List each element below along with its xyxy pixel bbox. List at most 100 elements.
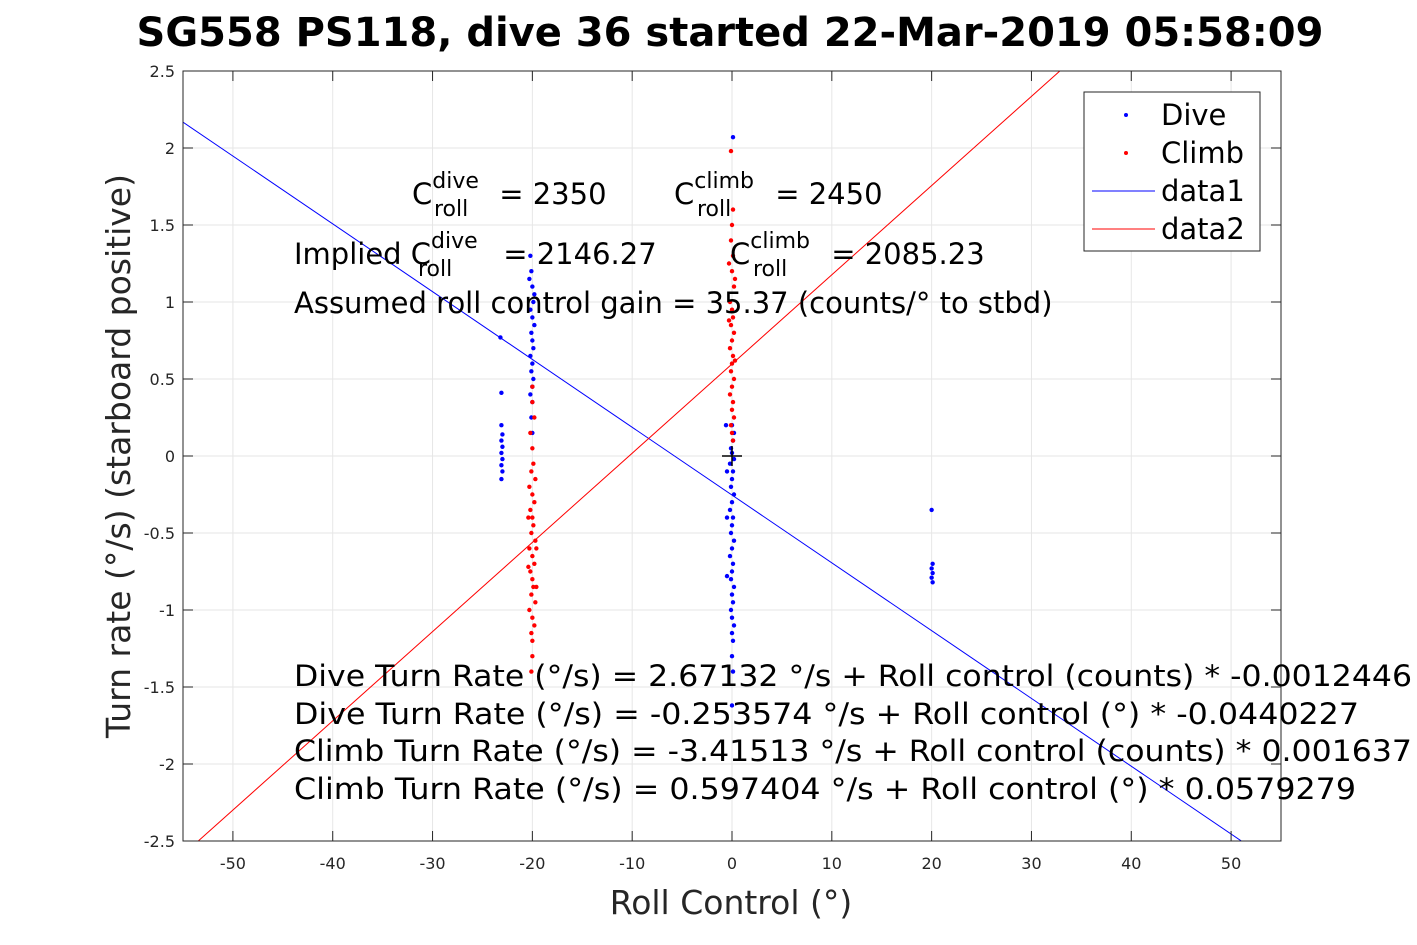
climb-point <box>726 318 732 323</box>
dive-point <box>728 607 734 613</box>
climb-point <box>729 407 735 412</box>
climb-point <box>527 546 532 551</box>
climb-point <box>532 500 537 505</box>
climb-point <box>730 207 736 212</box>
climb-point <box>533 538 538 543</box>
climb-point <box>731 284 737 289</box>
climb-point <box>529 530 534 536</box>
dive-point <box>499 438 504 443</box>
climb-point <box>530 654 535 659</box>
y-tick-label: 2 <box>165 139 175 158</box>
legend-marker-climb <box>1124 151 1128 155</box>
dive-point <box>499 476 504 482</box>
annotation-implied-climb: Cclimb roll = 2085.23 <box>730 229 985 282</box>
climb-point <box>532 561 537 566</box>
climb-point <box>531 523 536 528</box>
legend-box <box>1083 91 1261 252</box>
dive-point <box>723 423 729 428</box>
y-tick-label: 1.5 <box>150 216 175 235</box>
x-tick-label: -30 <box>419 854 445 873</box>
climb-point <box>731 376 737 382</box>
climb-point <box>729 384 735 389</box>
legend-label-data1: data1 <box>1161 174 1245 208</box>
fit-line-data2 <box>197 71 1061 841</box>
dive-point <box>727 553 733 559</box>
x-tick-label: -50 <box>220 854 246 873</box>
dive-point <box>930 561 935 566</box>
dive-point <box>729 500 735 505</box>
climb-point <box>532 415 537 420</box>
climb-point <box>530 577 535 582</box>
dive-point <box>729 592 735 597</box>
dive-point <box>531 346 536 351</box>
dive-point <box>531 299 536 305</box>
dive-point <box>500 469 505 474</box>
fit-line-data1 <box>183 121 1243 841</box>
dive-point <box>728 577 734 582</box>
climb-point <box>526 564 531 570</box>
climb-point <box>528 507 533 513</box>
dive-point <box>499 390 504 396</box>
dive-point <box>730 669 736 674</box>
dive-point <box>730 638 736 643</box>
climb-point <box>729 307 735 312</box>
climb-point <box>526 515 531 520</box>
dive-point <box>731 584 737 590</box>
climb-point <box>727 392 733 397</box>
climb-point <box>530 399 535 405</box>
dive-point <box>729 630 735 636</box>
climb-point <box>530 553 535 559</box>
dive-point <box>529 369 534 374</box>
annotation-equation-3: Climb Turn Rate (°/s) = -3.41513 °/s + R… <box>294 734 1412 768</box>
dive-point <box>729 703 735 708</box>
plot-content <box>183 71 1243 841</box>
dive-point <box>724 469 730 474</box>
annotation-equation-1: Dive Turn Rate (°/s) = 2.67132 °/s + Rol… <box>294 659 1412 693</box>
climb-point <box>534 546 539 551</box>
dive-point <box>729 615 735 620</box>
y-tick-label: -2 <box>159 755 175 774</box>
climb-point <box>729 338 735 343</box>
dive-point <box>729 546 735 551</box>
dive-point <box>530 284 535 289</box>
climb-point <box>728 369 734 374</box>
y-tick-label: -0.5 <box>144 524 175 543</box>
y-tick-label: 1 <box>165 293 175 312</box>
y-tick-label: -2.5 <box>144 832 175 851</box>
annotation-equation-4: Climb Turn Rate (°/s) = 0.597404 °/s + R… <box>294 772 1356 806</box>
dive-point <box>727 461 733 466</box>
y-tick-label: 2.5 <box>150 62 175 81</box>
dive-point <box>530 315 535 320</box>
dive-point <box>929 507 934 513</box>
dive-point <box>728 530 734 536</box>
legend: Dive Climb data1 data2 <box>1083 91 1261 252</box>
dive-point <box>499 423 504 428</box>
legend-label-data2: data2 <box>1161 212 1245 246</box>
climb-point <box>530 492 535 497</box>
dive-point <box>499 450 504 456</box>
annotation-equation-2: Dive Turn Rate (°/s) = -0.253574 °/s + R… <box>294 697 1359 731</box>
climb-point <box>530 384 535 389</box>
dive-point <box>729 569 735 574</box>
y-tick-label: 0 <box>165 447 175 466</box>
dive-point <box>531 376 536 382</box>
climb-point <box>531 461 536 466</box>
climb-point <box>529 630 534 636</box>
dive-point <box>730 561 736 566</box>
dive-point <box>730 135 736 140</box>
climb-point <box>730 253 736 258</box>
dive-point <box>499 463 504 468</box>
dive-point <box>727 507 733 513</box>
climb-point <box>530 446 535 451</box>
dive-point <box>528 392 533 397</box>
dive-point <box>929 566 934 571</box>
x-tick-label: 40 <box>1121 854 1141 873</box>
climb-point <box>529 469 534 474</box>
climb-point <box>533 476 538 482</box>
x-tick-label: 50 <box>1221 854 1241 873</box>
x-tick-label: 30 <box>1021 854 1041 873</box>
climb-point <box>528 569 533 574</box>
y-tick-label: -1 <box>159 601 175 620</box>
climb-point <box>730 438 736 443</box>
dive-point <box>529 330 534 335</box>
